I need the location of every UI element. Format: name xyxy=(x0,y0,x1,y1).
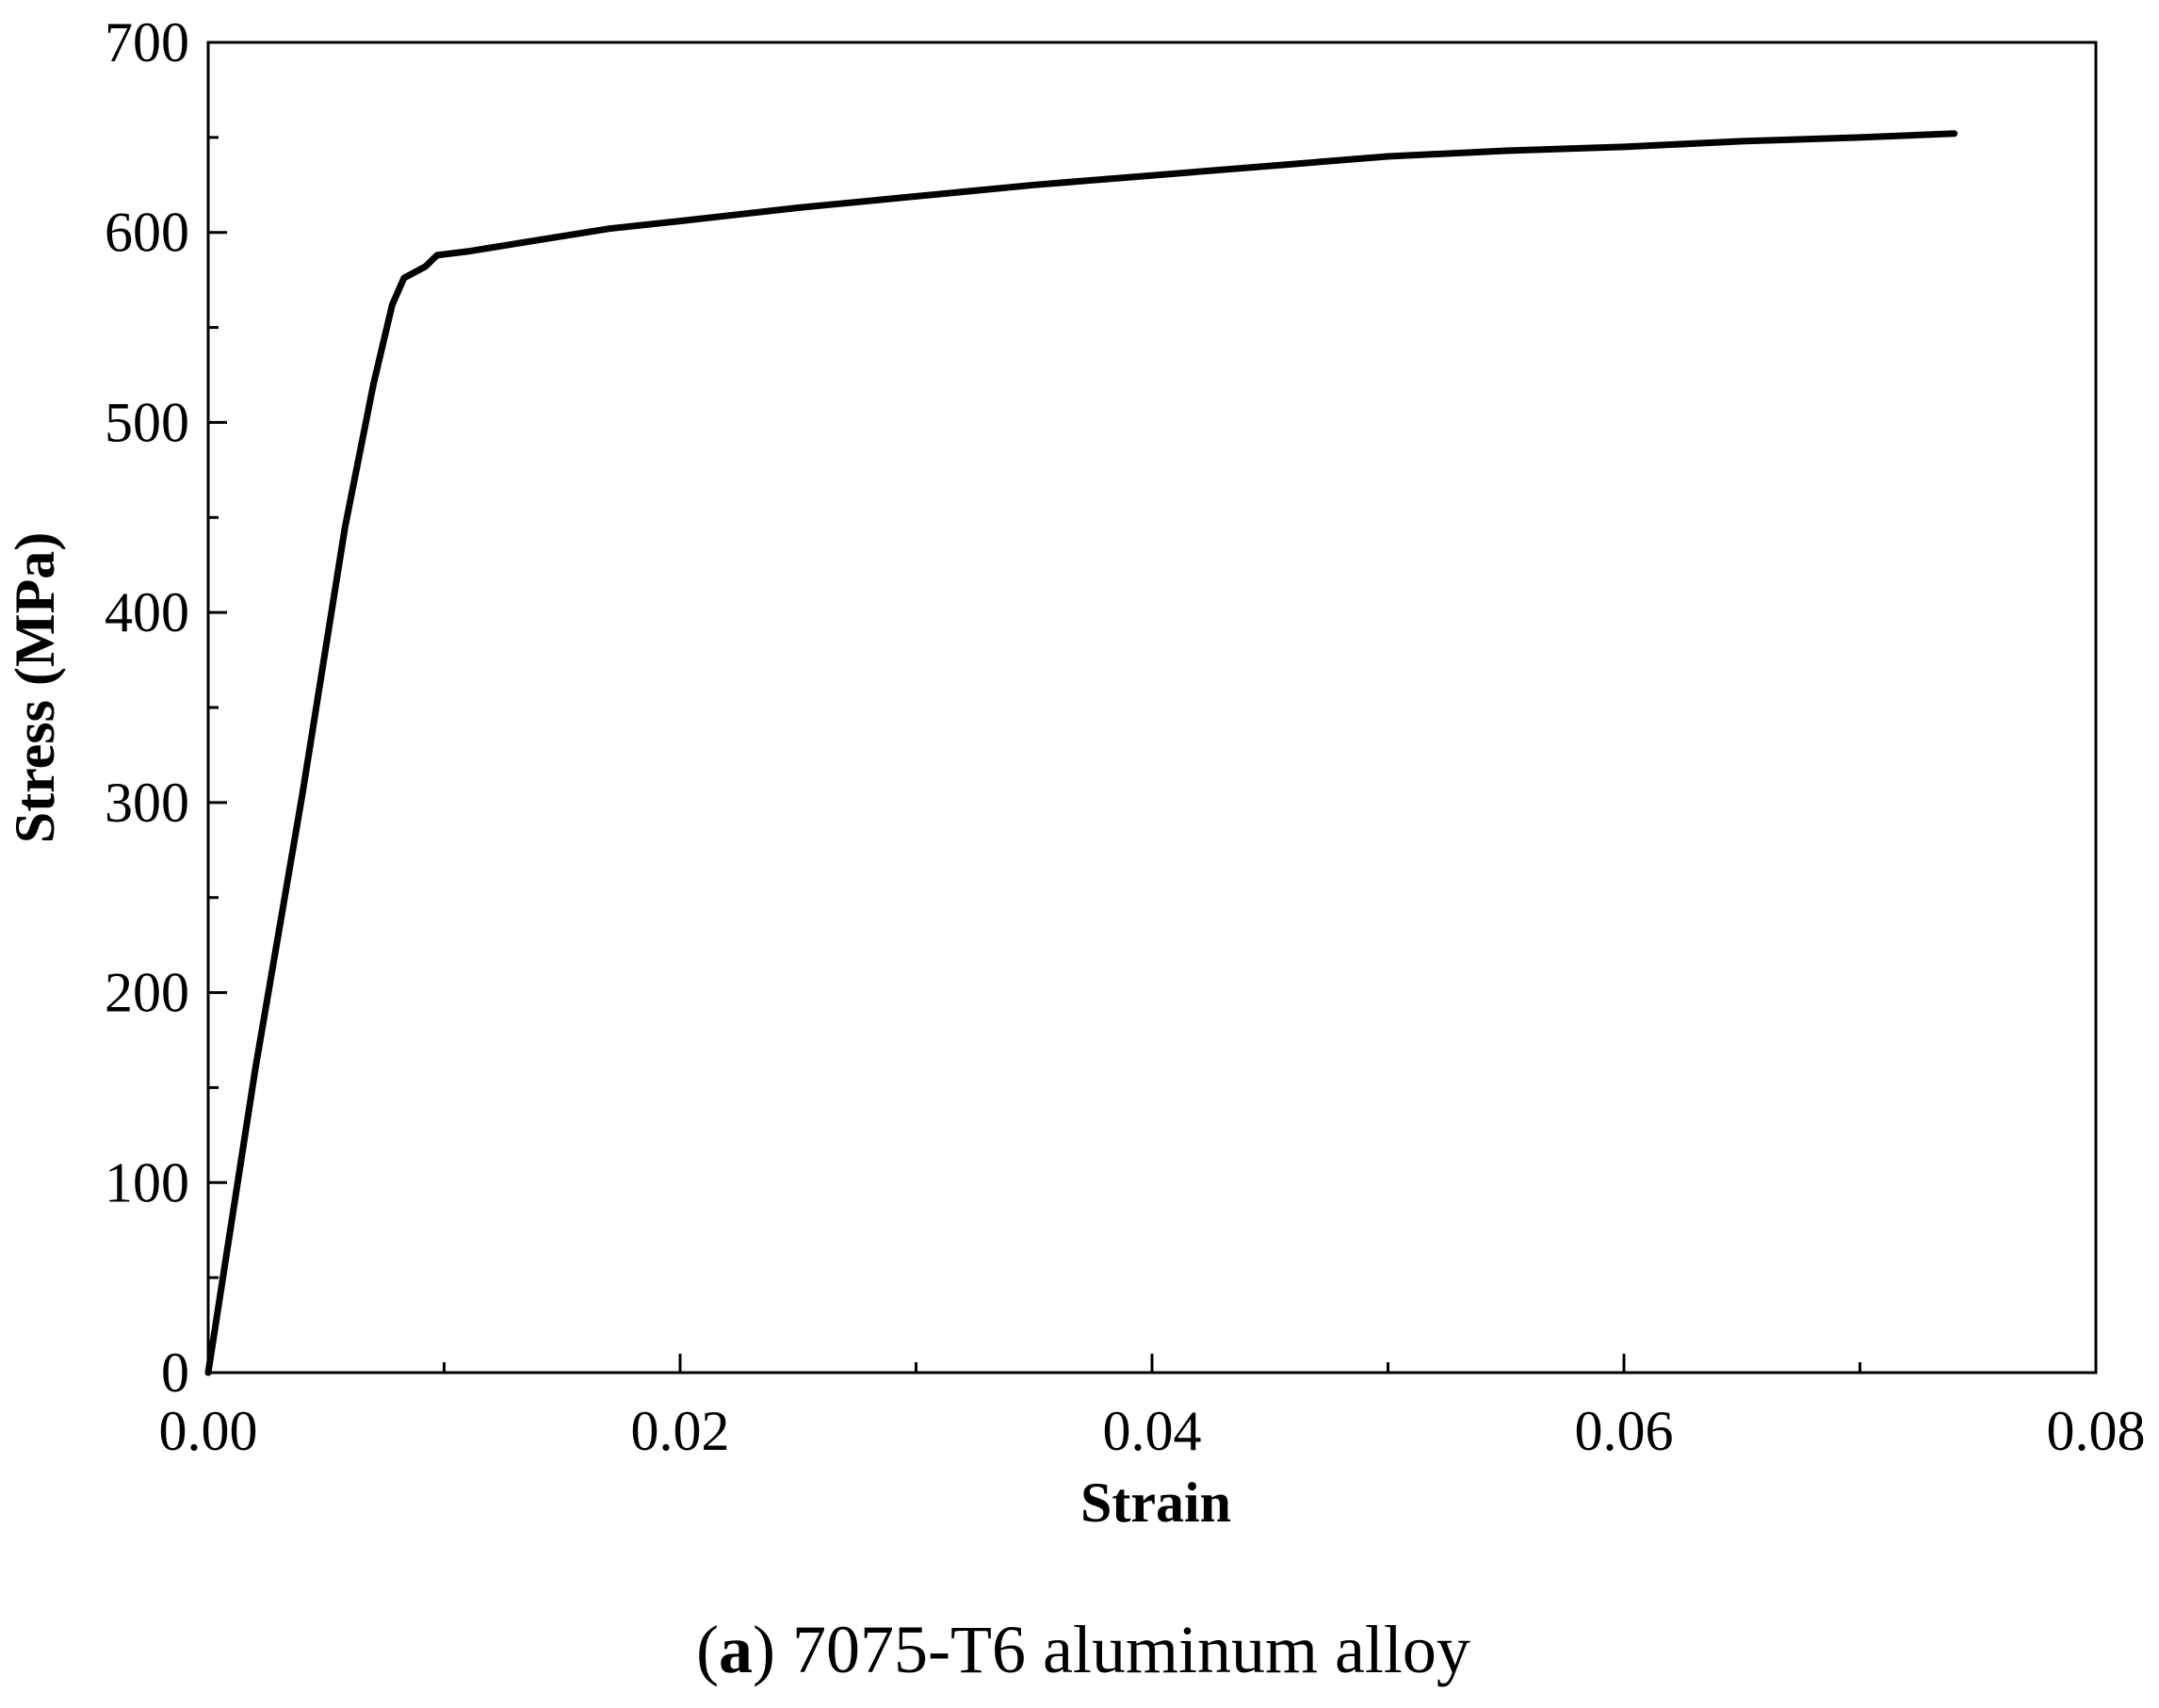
y-tick-label: 500 xyxy=(105,391,189,453)
y-tick-label: 700 xyxy=(105,11,189,73)
x-tick-label: 0.08 xyxy=(2047,1400,2146,1462)
caption-text: 7075-T6 aluminum alloy xyxy=(775,1612,1470,1687)
caption-open-paren: ( xyxy=(696,1612,719,1687)
x-tick-label: 0.06 xyxy=(1575,1400,1674,1462)
x-tick-label: 0.02 xyxy=(631,1400,730,1462)
y-tick-label: 300 xyxy=(105,772,189,834)
minor-ticks xyxy=(208,136,1861,1373)
x-tick-labels: 0.00 0.02 0.04 0.06 0.08 xyxy=(159,1400,2146,1462)
y-tick-label: 200 xyxy=(105,962,189,1024)
plot-area xyxy=(206,41,2098,1375)
y-tick-label: 0 xyxy=(161,1342,189,1404)
major-ticks xyxy=(206,41,2098,1375)
plot-frame xyxy=(206,41,2098,1375)
y-tick-label: 100 xyxy=(105,1151,189,1213)
y-tick-label: 600 xyxy=(105,202,189,264)
caption-close-paren: ) xyxy=(753,1612,775,1687)
y-tick-label: 400 xyxy=(105,581,189,643)
figure-caption: (a) 7075-T6 aluminum alloy xyxy=(696,1612,1470,1687)
x-tick-label: 0.00 xyxy=(159,1400,258,1462)
x-axis-title: Strain xyxy=(1080,1472,1231,1534)
y-axis-title: Stress (MPa) xyxy=(4,532,66,843)
x-tick-label: 0.04 xyxy=(1103,1400,1202,1462)
y-tick-labels: 0 100 200 300 400 500 600 700 xyxy=(105,11,189,1404)
caption-letter: a xyxy=(719,1612,753,1687)
stress-strain-series-line xyxy=(204,130,1958,1376)
